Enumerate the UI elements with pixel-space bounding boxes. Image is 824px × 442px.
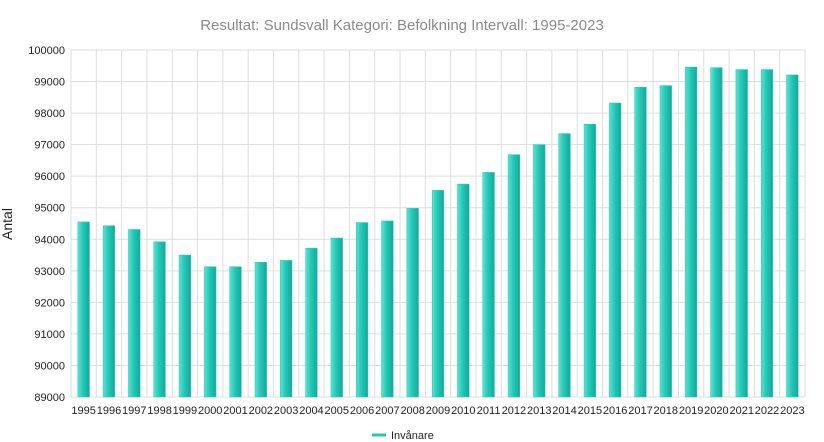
x-axis-ticks: 1995 1996 1997 1998 1999 2000 2001 2002 2003 2004… — [71, 405, 804, 417]
bar-1996[interactable] — [102, 225, 116, 398]
bar-2002[interactable] — [254, 262, 267, 398]
bar-2007[interactable] — [381, 220, 394, 398]
x-tick-label: 2004 — [299, 405, 323, 417]
x-tick-label: 1997 — [122, 405, 146, 417]
bar-2006[interactable] — [355, 222, 369, 398]
x-tick-label: 2015 — [578, 405, 602, 417]
x-tick-label: 2012 — [502, 405, 526, 417]
x-tick-label: 2019 — [679, 405, 703, 417]
bar-2001[interactable] — [229, 266, 242, 398]
grid-lines — [70, 49, 806, 398]
y-tick-label: 96000 — [34, 171, 65, 183]
x-tick-label: 2016 — [603, 405, 627, 417]
x-tick-label: 2008 — [400, 405, 424, 417]
x-tick-label: 2021 — [729, 405, 753, 417]
bar-2003[interactable] — [280, 260, 293, 398]
y-tick-label: 94000 — [34, 234, 65, 246]
y-tick-label: 91000 — [34, 329, 65, 341]
x-tick-label: 2014 — [552, 405, 576, 417]
x-tick-label: 1998 — [147, 405, 171, 417]
bar-2022[interactable] — [760, 69, 774, 398]
bar-2010[interactable] — [457, 183, 470, 398]
x-tick-label: 2017 — [628, 405, 652, 417]
y-tick-label: 93000 — [34, 266, 65, 278]
bar-2018[interactable] — [659, 85, 672, 398]
bar-2015[interactable] — [583, 123, 596, 398]
x-tick-label: 2020 — [704, 405, 728, 417]
y-tick-label: 89000 — [34, 392, 65, 404]
bar-2012[interactable] — [507, 154, 521, 398]
bar-2016[interactable] — [609, 102, 622, 398]
bar-2004[interactable] — [305, 247, 318, 398]
x-tick-label: 1996 — [97, 405, 121, 417]
bar-2014[interactable] — [558, 133, 571, 398]
y-tick-label: 100000 — [28, 45, 65, 57]
y-tick-label: 98000 — [34, 108, 65, 120]
x-tick-label: 1999 — [173, 405, 197, 417]
x-tick-label: 2022 — [755, 405, 779, 417]
bar-2017[interactable] — [634, 86, 647, 398]
bar-1999[interactable] — [178, 254, 191, 398]
x-tick-label: 2006 — [350, 405, 374, 417]
x-tick-label: 2023 — [780, 405, 804, 417]
y-axis-label: Antal — [0, 208, 15, 240]
x-tick-label: 2000 — [198, 405, 222, 417]
bar-2005[interactable] — [330, 237, 343, 398]
legend[interactable]: Invånare — [372, 430, 434, 442]
bar-2021[interactable] — [735, 69, 748, 398]
x-tick-label: 1995 — [71, 405, 95, 417]
bar-2000[interactable] — [204, 266, 217, 398]
bar-2008[interactable] — [406, 208, 419, 398]
bars — [77, 66, 799, 398]
bar-1998[interactable] — [153, 241, 166, 398]
bar-2020[interactable] — [710, 67, 723, 398]
y-tick-label: 92000 — [34, 297, 65, 309]
y-tick-label: 95000 — [34, 203, 65, 215]
y-tick-label: 99000 — [34, 77, 65, 89]
x-tick-label: 2002 — [249, 405, 273, 417]
x-tick-label: 2001 — [223, 405, 247, 417]
x-tick-label: 2009 — [426, 405, 450, 417]
x-tick-label: 2003 — [274, 405, 298, 417]
bar-1997[interactable] — [128, 229, 141, 398]
legend-label: Invånare — [391, 430, 434, 442]
bar-2013[interactable] — [533, 144, 546, 398]
y-axis-ticks: 89000 90000 91000 92000 93000 94000 95000 96000… — [28, 45, 65, 404]
x-tick-label: 2007 — [375, 405, 399, 417]
x-tick-label: 2018 — [654, 405, 678, 417]
x-tick-label: 2010 — [451, 405, 475, 417]
y-tick-label: 90000 — [34, 360, 65, 372]
bar-2019[interactable] — [685, 66, 698, 398]
y-tick-label: 97000 — [34, 140, 65, 152]
chart-title: Resultat: Sundsvall Kategori: Befolkning… — [200, 17, 604, 34]
x-tick-label: 2005 — [325, 405, 349, 417]
bar-1995[interactable] — [77, 221, 90, 398]
bar-2023[interactable] — [786, 74, 799, 398]
bar-2011[interactable] — [482, 172, 495, 398]
x-tick-label: 2011 — [477, 405, 501, 417]
bar-2009[interactable] — [431, 190, 445, 398]
x-tick-label: 2013 — [527, 405, 551, 417]
